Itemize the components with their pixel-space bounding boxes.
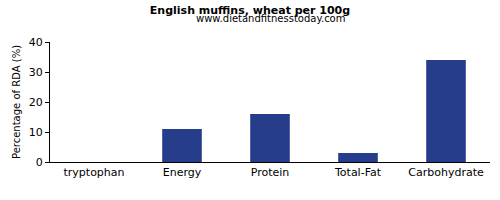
svg-text:www.dietandfitnesstoday.com: www.dietandfitnesstoday.com (196, 13, 345, 24)
svg-text:English muffins, wheat per 100: English muffins, wheat per 100g (150, 4, 350, 17)
svg-text:Carbohydrate: Carbohydrate (408, 166, 484, 179)
svg-text:Total-Fat: Total-Fat (334, 166, 382, 179)
svg-text:20: 20 (29, 96, 43, 109)
svg-text:40: 40 (29, 36, 43, 49)
svg-text:Percentage of RDA (%): Percentage of RDA (%) (11, 45, 22, 159)
svg-text:10: 10 (29, 126, 43, 139)
svg-text:0: 0 (36, 156, 43, 169)
svg-text:Protein: Protein (251, 166, 290, 179)
svg-text:30: 30 (29, 66, 43, 79)
svg-text:Energy: Energy (163, 166, 202, 179)
svg-text:tryptophan: tryptophan (63, 166, 124, 179)
